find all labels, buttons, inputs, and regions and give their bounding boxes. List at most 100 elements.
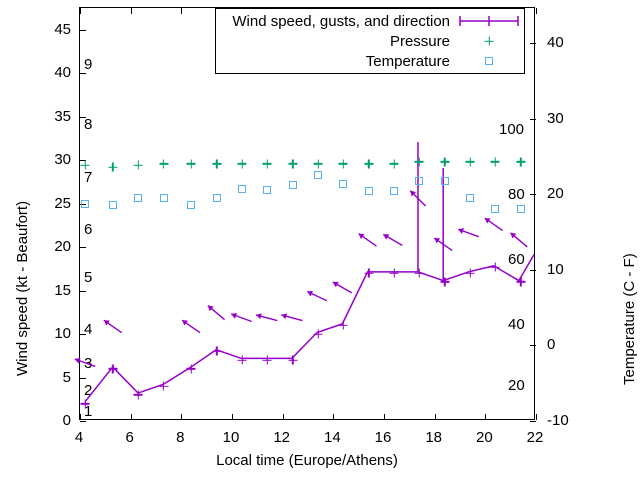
y-axis-left-title: Wind speed (kt - Beaufort) xyxy=(14,200,31,376)
beaufort-scale-label: 5 xyxy=(84,268,93,286)
tick-mark xyxy=(80,160,86,161)
tick-mark xyxy=(80,73,86,74)
y-axis-right-title: Temperature (C - F) xyxy=(621,253,638,385)
x-axis-tick-label: 8 xyxy=(176,429,185,446)
tick-mark xyxy=(80,334,86,335)
legend: Wind speed, gusts, and direction Pressure… xyxy=(215,8,525,74)
y-axis-left-tick-label: 5 xyxy=(62,368,71,386)
wind-direction-arrow xyxy=(255,313,278,322)
tick-mark xyxy=(131,8,132,14)
wind-direction-arrow xyxy=(230,312,252,323)
wind-direction-arrow xyxy=(332,281,353,294)
wind-direction-arrow xyxy=(207,305,226,321)
beaufort-scale-label: 2 xyxy=(84,381,93,399)
y-axis-right-tick-label: 0 xyxy=(547,336,556,354)
wind-direction-arrow xyxy=(433,237,453,252)
wind-direction-arrow xyxy=(484,217,504,232)
wind-direction-arrow xyxy=(382,233,403,246)
tick-mark xyxy=(80,30,86,31)
legend-item-label: Wind speed, gusts, and direction xyxy=(232,12,450,30)
humidity-scale-label: 40 xyxy=(508,316,525,334)
wind-direction-arrow xyxy=(510,232,528,248)
x-axis-tick-label: 6 xyxy=(125,429,134,446)
y-axis-left-tick-label: 35 xyxy=(54,107,71,125)
tick-mark xyxy=(530,421,536,422)
y-axis-left-tick-label: 20 xyxy=(54,238,71,256)
x-axis-tick-label: 14 xyxy=(323,429,341,446)
y-axis-left-tick-label: 0 xyxy=(62,412,71,429)
humidity-scale-label: 20 xyxy=(508,377,525,395)
tick-mark xyxy=(80,117,86,118)
x-axis-title: Local time (Europe/Athens) xyxy=(216,452,398,469)
y-axis-left-tick-label: 45 xyxy=(54,20,71,38)
legend-item[interactable]: Pressure xyxy=(216,31,524,51)
y-axis-left-tick-label: 15 xyxy=(54,281,71,299)
wind-direction-arrow xyxy=(409,190,427,207)
legend-item-key-plus-icon xyxy=(458,32,520,50)
tick-mark xyxy=(131,414,132,420)
tick-mark xyxy=(181,8,182,14)
tick-mark xyxy=(80,8,81,14)
tick-mark xyxy=(435,414,436,420)
x-axis-tick-label: 4 xyxy=(74,429,84,446)
wind-direction-arrow xyxy=(74,357,96,368)
tick-mark xyxy=(232,414,233,420)
plus-icon xyxy=(485,37,494,46)
x-axis-tick-label: 20 xyxy=(475,429,493,446)
legend-item-key-square-icon xyxy=(458,52,520,70)
humidity-scale-label: 100 xyxy=(499,120,525,138)
y-axis-left-tick-label: 25 xyxy=(54,194,71,212)
tick-mark xyxy=(80,204,86,205)
y-axis-left-tick-label: 10 xyxy=(54,325,71,343)
legend-item[interactable]: Temperature xyxy=(216,51,524,71)
wind-direction-arrow xyxy=(306,290,328,302)
beaufort-scale-label: 1 xyxy=(84,403,93,421)
tick-mark xyxy=(384,414,385,420)
tick-mark xyxy=(530,270,536,271)
data-series-layer xyxy=(74,142,535,403)
beaufort-scale-label: 9 xyxy=(84,55,93,73)
x-axis-tick-label: 22 xyxy=(526,429,544,446)
tick-mark xyxy=(80,378,86,379)
tick-mark xyxy=(536,414,537,420)
humidity-scale-label: 60 xyxy=(508,251,525,269)
y-axis-left-tick-label: 40 xyxy=(54,64,71,82)
tick-mark xyxy=(283,414,284,420)
wind-direction-arrow xyxy=(457,228,479,238)
y-axis-right-tick-label: -10 xyxy=(547,412,569,429)
wind-speed-line xyxy=(84,254,535,403)
legend-item-label: Temperature xyxy=(365,52,450,70)
tick-mark xyxy=(181,414,182,420)
beaufort-scale-label: 7 xyxy=(84,168,93,186)
tick-mark xyxy=(80,414,81,420)
tick-mark xyxy=(530,194,536,195)
y-axis-right-tick-label: 30 xyxy=(547,109,564,127)
tick-mark xyxy=(530,43,536,44)
humidity-scale-label: 80 xyxy=(508,185,525,203)
x-axis-tick-label: 16 xyxy=(374,429,392,446)
square-icon xyxy=(485,57,493,65)
tick-mark xyxy=(80,421,86,422)
wind-direction-arrow xyxy=(103,319,123,334)
tick-mark xyxy=(333,414,334,420)
plot-area: 12345678920406080100 xyxy=(74,7,537,422)
beaufort-scale-label: 8 xyxy=(84,116,93,134)
tick-mark xyxy=(536,8,537,14)
wind-direction-arrow xyxy=(358,233,377,247)
x-axis-tick-label: 18 xyxy=(425,429,442,446)
tick-mark xyxy=(80,291,86,292)
tick-mark xyxy=(485,414,486,420)
y-axis-right-tick-label: 20 xyxy=(547,185,564,203)
x-axis-tick-label: 12 xyxy=(273,429,290,446)
legend-item-key-line-plus-icon xyxy=(458,12,520,30)
wind-direction-arrow xyxy=(281,313,303,322)
legend-item-label: Pressure xyxy=(389,32,450,50)
tick-mark xyxy=(80,247,86,248)
y-axis-left-tick-label: 30 xyxy=(54,151,71,169)
wind-direction-arrow xyxy=(181,319,201,334)
x-axis-tick-label: 10 xyxy=(222,429,240,446)
tick-mark xyxy=(530,345,536,346)
legend-item[interactable]: Wind speed, gusts, and direction xyxy=(216,11,524,31)
y-axis-right-tick-label: 10 xyxy=(547,260,564,278)
